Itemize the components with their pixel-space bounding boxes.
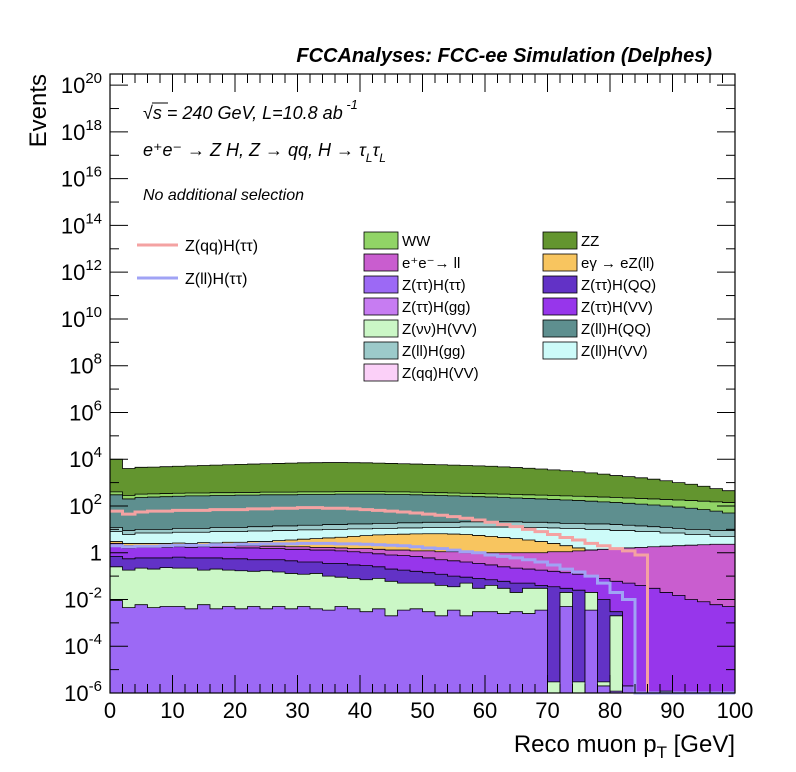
stack-legend-swatch <box>363 319 399 338</box>
energy-annotation: √s = 240 GeV, L=10.8 ab -1 <box>143 97 358 123</box>
signal-legend-label: Z(qq)H(ττ) <box>185 238 258 255</box>
stack-legend-label: Z(νν)H(VV) <box>402 321 477 338</box>
x-tick-label: 30 <box>285 698 309 723</box>
signal-legend: Z(qq)H(ττ) Z(ll)H(ττ) <box>137 238 258 288</box>
stack-legend-label: e⁺e⁻→ ll <box>402 255 460 272</box>
y-axis: 10-6 10-4 10-2 1 102 104 106 108 1010 1012 1014 101… <box>61 70 735 706</box>
stack-legend-swatch <box>542 319 578 338</box>
stack-legend-label: Z(ττ)H(QQ) <box>581 277 656 294</box>
x-tick-label: 70 <box>535 698 559 723</box>
y-tick-label: 104 <box>69 444 102 472</box>
x-tick-label: 80 <box>598 698 622 723</box>
annotations: √s = 240 GeV, L=10.8 ab -1 e⁺e⁻ → Z H, Z… <box>143 97 386 204</box>
stack-legend-swatch <box>363 275 399 294</box>
signal-line-2 <box>110 541 735 695</box>
stack-legend-label: Z(ll)H(VV) <box>581 343 648 360</box>
stack-legend-swatch <box>542 297 578 316</box>
y-tick-label: 1018 <box>61 117 102 145</box>
stack-legend-label: ZZ <box>581 233 599 250</box>
y-tick-label: 1020 <box>61 70 102 98</box>
y-tick-label: 1 <box>90 541 102 566</box>
y-tick-label: 10-4 <box>64 631 102 659</box>
stack-legend-label: Z(qq)H(VV) <box>402 365 479 382</box>
x-axis-label: Reco muon pT [GeV] <box>514 731 735 762</box>
y-tick-label: 10-2 <box>64 584 102 612</box>
stack-legend-label: Z(ττ)H(VV) <box>581 299 653 316</box>
x-tick-label: 60 <box>473 698 497 723</box>
stack-legend-swatch <box>542 231 578 250</box>
signal-lines <box>110 506 735 695</box>
y-tick-label: 106 <box>69 397 102 425</box>
y-tick-label: 1010 <box>61 304 102 332</box>
chart-title: FCCAnalyses: FCC-ee Simulation (Delphes) <box>296 45 712 67</box>
x-tick-label: 20 <box>223 698 247 723</box>
y-tick-label: 10-6 <box>64 678 102 706</box>
stack-legend-swatch <box>542 341 578 360</box>
stack-legend-label: WW <box>402 233 431 250</box>
selection-annotation: No additional selection <box>143 187 304 204</box>
process-annotation: e⁺e⁻ → Z H, Z → qq, H → τLτL <box>143 140 386 165</box>
stack-legend-swatch <box>363 297 399 316</box>
x-tick-label: 50 <box>410 698 434 723</box>
x-tick-label: 0 <box>104 698 116 723</box>
x-axis: 0 10 20 30 40 50 60 70 80 90 100 <box>104 74 753 723</box>
stack-legend: WW ZZ e⁺e⁻→ ll eγ → eZ(ll) Z(ττ)H(ττ) Z(ττ)H(… <box>363 231 656 382</box>
y-tick-label: 1012 <box>61 257 102 285</box>
stack-legend-label: eγ → eZ(ll) <box>581 255 654 272</box>
stack-legend-label: Z(ll)H(gg) <box>402 343 465 360</box>
stack-legend-swatch <box>363 253 399 272</box>
x-tick-label: 10 <box>160 698 184 723</box>
stacked-histograms <box>109 458 736 694</box>
stack-legend-swatch <box>363 341 399 360</box>
x-tick-label: 90 <box>660 698 684 723</box>
y-tick-label: 108 <box>69 351 102 379</box>
stack-legend-label: Z(ττ)H(gg) <box>402 299 471 316</box>
y-tick-label: 102 <box>69 491 102 519</box>
y-tick-label: 1016 <box>61 164 102 192</box>
stack-legend-swatch <box>542 275 578 294</box>
x-tick-label: 40 <box>348 698 372 723</box>
stack-legend-swatch <box>363 231 399 250</box>
stack-legend-swatch <box>542 253 578 272</box>
y-axis-label: Events <box>25 74 52 147</box>
signal-line-1 <box>110 506 735 695</box>
stack-legend-swatch <box>363 363 399 382</box>
stack-legend-label: Z(ττ)H(ττ) <box>402 277 466 294</box>
signal-legend-label: Z(ll)H(ττ) <box>185 271 247 288</box>
stack-legend-label: Z(ll)H(QQ) <box>581 321 651 338</box>
x-tick-label: 100 <box>717 698 754 723</box>
y-tick-label: 1014 <box>61 210 102 238</box>
